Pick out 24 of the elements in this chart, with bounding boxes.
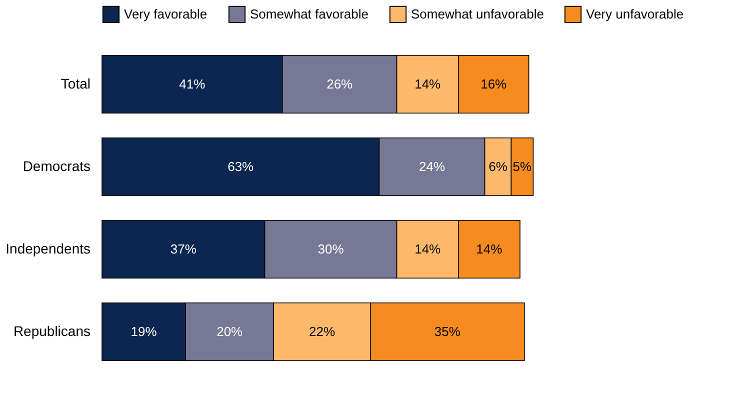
legend-label: Somewhat favorable (250, 6, 369, 22)
data-label: 24% (418, 158, 446, 174)
y-tick-label: Democrats (22, 158, 90, 174)
y-tick-label: Republicans (13, 322, 90, 339)
data-label: 26% (326, 76, 354, 92)
legend-label: Very unfavorable (586, 6, 684, 22)
data-label: 35% (434, 324, 461, 339)
data-label: 30% (318, 241, 344, 256)
data-label: 63% (228, 158, 254, 174)
legend-label: Somewhat unfavorable (411, 6, 544, 22)
data-label: 37% (170, 241, 197, 256)
data-label: 5% (512, 158, 532, 174)
data-label: 14% (414, 76, 442, 92)
y-tick-label: Total (60, 75, 90, 92)
data-label: 6% (488, 158, 508, 174)
data-label: 22% (308, 324, 336, 339)
data-label: 16% (480, 76, 508, 92)
data-label: 41% (179, 76, 206, 92)
legend-label: Very favorable (124, 6, 208, 22)
data-label: 14% (414, 241, 442, 256)
y-tick-label: Independents (6, 240, 90, 256)
data-label: 19% (130, 324, 158, 339)
data-label: 14% (476, 241, 503, 256)
data-label: 20% (216, 324, 244, 339)
